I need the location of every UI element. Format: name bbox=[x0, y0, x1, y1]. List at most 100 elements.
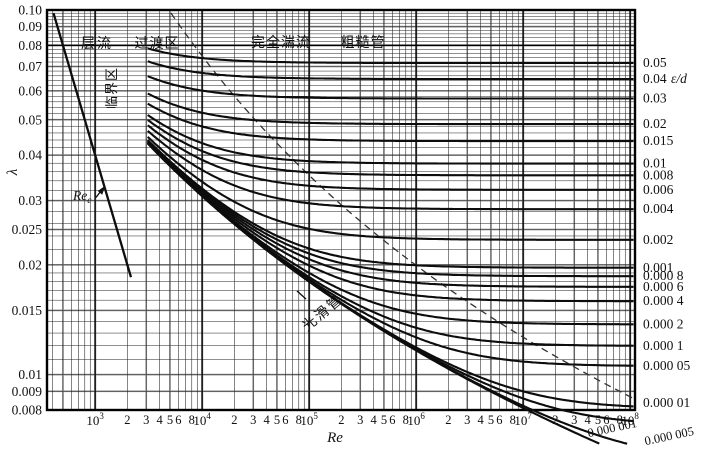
roughness-curve-0.015 bbox=[147, 102, 634, 143]
y-tick-label: 0.02 bbox=[18, 257, 42, 272]
eps-d-label: 0.000 05 bbox=[643, 358, 691, 373]
y-tick-label: 0.06 bbox=[18, 83, 42, 98]
roughness-curve-0.0002 bbox=[146, 141, 634, 326]
zone-label-critical: 临界区 bbox=[104, 67, 119, 109]
x-minor-tick-label: 6 bbox=[603, 413, 609, 427]
y-tick-label: 0.07 bbox=[18, 59, 42, 74]
eps-d-label: 0.008 bbox=[643, 167, 674, 182]
y2-axis-title: ε/d bbox=[671, 71, 687, 86]
eps-d-label: 0.015 bbox=[643, 133, 674, 148]
eps-d-label: 0.04 bbox=[643, 71, 667, 86]
x-axis-title: Re bbox=[326, 430, 343, 446]
y-tick-label: 0.10 bbox=[18, 3, 42, 18]
eps-d-label: 0.000 2 bbox=[643, 316, 684, 331]
roughness-curve-0.004 bbox=[147, 130, 634, 211]
zone-label-transition: 过渡区 bbox=[135, 36, 180, 52]
eps-d-label: 0.000 1 bbox=[643, 338, 684, 353]
x-minor-tick-label: 8 bbox=[510, 413, 516, 427]
x-minor-tick-label: 2 bbox=[231, 413, 237, 427]
roughness-curve-0.04 bbox=[147, 60, 634, 81]
eps-d-label: 0.05 bbox=[643, 55, 667, 70]
eps-d-label: 0.000 4 bbox=[643, 293, 684, 308]
roughness-curve-0.0004 bbox=[146, 141, 634, 303]
eps-d-label: 0.02 bbox=[643, 116, 667, 131]
roughness-curve-0.006 bbox=[147, 124, 634, 191]
x-minor-tick-label: 4 bbox=[584, 413, 591, 427]
x-minor-tick-label: 5 bbox=[167, 413, 173, 427]
x-decade-label: 104 bbox=[193, 411, 211, 428]
roughness-curve-0.05 bbox=[147, 47, 634, 65]
roughness-curve-0.002 bbox=[146, 136, 634, 241]
zone-label-laminar: 层流 bbox=[81, 36, 113, 52]
x-decade-label: 103 bbox=[86, 411, 104, 428]
x-minor-tick-label: 6 bbox=[175, 413, 181, 427]
x-minor-tick-label: 5 bbox=[381, 413, 387, 427]
x-minor-tick-label: 4 bbox=[477, 413, 484, 427]
eps-d-label: 0.000 6 bbox=[643, 279, 684, 294]
roughness-curve-0.0008 bbox=[146, 139, 634, 278]
x-decade-label: 106 bbox=[407, 411, 425, 428]
x-minor-tick-label: 6 bbox=[282, 413, 288, 427]
x-minor-tick-label: 3 bbox=[357, 413, 363, 427]
roughness-curve-0.008 bbox=[147, 119, 634, 177]
critical-re-label: Rec bbox=[72, 188, 92, 206]
y-axis-title: λ bbox=[5, 168, 21, 176]
eps-d-label: 0.006 bbox=[643, 182, 674, 197]
x-minor-tick-label: 5 bbox=[595, 413, 601, 427]
x-minor-tick-label: 8 bbox=[189, 413, 195, 427]
x-minor-tick-label: 3 bbox=[250, 413, 256, 427]
x-minor-tick-label: 8 bbox=[617, 413, 623, 427]
smooth-pipe-curve bbox=[146, 142, 600, 445]
roughness-curve-0.0001 bbox=[146, 142, 634, 347]
eps-d-label: 0.000 8 bbox=[643, 268, 684, 283]
x-minor-tick-label: 8 bbox=[403, 413, 409, 427]
x-minor-tick-label: 2 bbox=[552, 413, 558, 427]
x-minor-tick-label: 4 bbox=[156, 413, 163, 427]
eps-d-label: 0.002 bbox=[643, 232, 673, 247]
eps-d-label: 0.001 bbox=[643, 260, 673, 275]
critical-re-arrowhead-icon bbox=[97, 185, 106, 195]
smooth-pipe-label: 光滑管 bbox=[299, 291, 347, 335]
x-minor-tick-label: 5 bbox=[488, 413, 494, 427]
roughness-curve-0.0006 bbox=[146, 140, 634, 288]
eps-d-label: 0.03 bbox=[643, 91, 667, 106]
y-tick-label: 0.008 bbox=[12, 402, 43, 417]
roughness-curve-0.00001 bbox=[146, 142, 634, 408]
x-minor-tick-label: 2 bbox=[124, 413, 130, 427]
eps-d-label: 0.000 01 bbox=[643, 395, 690, 410]
fully-rough-boundary-dashed bbox=[167, 9, 634, 400]
y-tick-label: 0.01 bbox=[18, 367, 42, 382]
eps-d-label-below-axis: 0.000 005 bbox=[643, 424, 695, 448]
y-tick-label: 0.04 bbox=[18, 148, 42, 163]
x-minor-tick-label: 3 bbox=[464, 413, 470, 427]
roughness-curve-0.01 bbox=[147, 114, 634, 165]
zone-label-fully-turbulent: 完全湍流 bbox=[251, 34, 311, 51]
x-minor-tick-label: 5 bbox=[274, 413, 280, 427]
x-minor-tick-label: 6 bbox=[496, 413, 502, 427]
roughness-curve-0.03 bbox=[147, 75, 634, 100]
x-minor-tick-label: 4 bbox=[263, 413, 270, 427]
eps-d-label: 0.004 bbox=[643, 201, 674, 216]
x-minor-tick-label: 2 bbox=[338, 413, 344, 427]
y-tick-label: 0.09 bbox=[18, 19, 42, 34]
smooth-pipe-leader-line bbox=[296, 290, 307, 300]
y-tick-label: 0.05 bbox=[18, 112, 42, 127]
y-tick-label: 0.015 bbox=[12, 303, 43, 318]
y-tick-label: 0.03 bbox=[18, 193, 42, 208]
x-minor-tick-label: 8 bbox=[296, 413, 302, 427]
roughness-curve-0.000005 bbox=[146, 142, 634, 423]
laminar-line bbox=[52, 12, 133, 278]
y-tick-label: 0.009 bbox=[12, 384, 43, 399]
x-decade-label: 107 bbox=[514, 411, 532, 428]
x-minor-tick-label: 3 bbox=[571, 413, 577, 427]
y-tick-label: 0.08 bbox=[18, 38, 42, 53]
x-decade-label: 105 bbox=[300, 411, 318, 428]
x-minor-tick-label: 3 bbox=[143, 413, 149, 427]
curves bbox=[52, 9, 634, 445]
eps-d-label: 0.01 bbox=[643, 156, 667, 171]
x-minor-tick-label: 4 bbox=[370, 413, 377, 427]
plot-border bbox=[45, 8, 637, 412]
zone-label-rough-pipe: 粗糙管 bbox=[341, 35, 386, 51]
